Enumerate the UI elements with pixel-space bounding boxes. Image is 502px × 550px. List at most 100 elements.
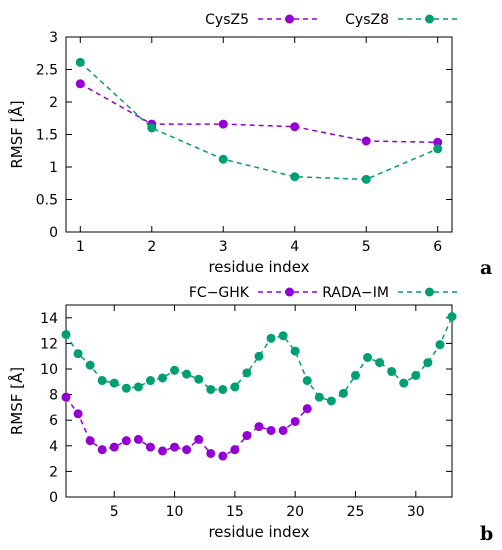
x-tick-label: 4 [290, 239, 299, 255]
data-point [75, 57, 85, 67]
series-line [79, 61, 438, 181]
x-tick-label: 20 [286, 504, 304, 520]
legend-label: FC−GHK [189, 285, 250, 301]
x-tick-label: 5 [362, 239, 371, 255]
chart-panel-b: 5 10 15 20 25 30 0 2 4 6 8 10 12 14 residue index RMSF … [7, 285, 493, 545]
y-tick-label: 0 [49, 490, 58, 506]
x-tick-label: 30 [407, 504, 425, 520]
legend-marker [285, 14, 294, 24]
data-point [145, 442, 155, 452]
series-cysz8 [75, 57, 443, 184]
series-fc-ghk [61, 392, 312, 461]
y-tick-label: 4 [49, 439, 58, 455]
data-point [75, 79, 85, 89]
data-point [338, 388, 348, 398]
y-tick-label: 8 [49, 388, 58, 404]
data-point [170, 442, 180, 452]
legend-entry: FC−GHK [189, 285, 321, 301]
data-point [433, 144, 443, 154]
legend-label: CysZ8 [345, 12, 389, 28]
data-point [133, 382, 143, 392]
y-tick-label: 10 [40, 362, 58, 378]
data-point [97, 376, 107, 386]
y-axis-label: RMSF [Å] [7, 367, 26, 435]
data-point [290, 122, 300, 132]
chart-panel-a: 1 2 3 4 5 6 0 0.5 1 1.5 2 2.5 3 residue index RMSF [Å]… [7, 12, 492, 279]
panel-letter: a [480, 257, 492, 279]
data-point [170, 365, 180, 375]
data-point [145, 376, 155, 386]
x-tick-label: 1 [76, 239, 85, 255]
data-point [61, 329, 71, 339]
series-rada-im [61, 312, 457, 406]
data-point [361, 174, 371, 184]
legend-entry: CysZ8 [345, 12, 461, 28]
legend-marker [285, 287, 294, 297]
data-point [361, 136, 371, 146]
data-point [218, 451, 228, 461]
data-point [242, 431, 252, 441]
data-point [278, 425, 288, 435]
data-point [194, 374, 204, 384]
data-point [375, 358, 385, 368]
legend-marker [425, 14, 434, 24]
x-tick-label: 2 [147, 239, 156, 255]
data-point [423, 358, 433, 368]
data-point [147, 123, 157, 133]
data-point [182, 369, 192, 379]
y-tick-label: 0 [49, 225, 58, 241]
series-cysz5 [75, 79, 443, 147]
data-point [73, 349, 83, 359]
data-point [61, 392, 71, 402]
data-point [290, 172, 300, 182]
x-axis-label: residue index [208, 258, 309, 276]
data-point [73, 409, 83, 419]
data-point [133, 434, 143, 444]
y-tick-label: 1.5 [36, 128, 58, 144]
data-point [85, 360, 95, 370]
y-tick-label: 12 [40, 336, 58, 352]
data-point [399, 378, 409, 388]
data-point [109, 442, 119, 452]
data-point [302, 404, 312, 414]
data-point [218, 119, 228, 129]
x-tick-label: 10 [166, 504, 184, 520]
y-tick-label: 1 [49, 160, 58, 176]
legend-entry: RADA−IM [322, 285, 461, 301]
y-tick-label: 2.5 [36, 63, 58, 79]
data-point [290, 416, 300, 426]
data-point [314, 392, 324, 402]
x-tick-label: 5 [110, 504, 119, 520]
y-tick-label: 14 [40, 311, 58, 327]
data-point [230, 382, 240, 392]
x-tick-label: 25 [347, 504, 365, 520]
legend-label: CysZ5 [205, 12, 249, 28]
x-axis-label: residue index [208, 523, 309, 541]
data-point [242, 368, 252, 378]
data-point [97, 445, 107, 455]
data-point [433, 137, 443, 147]
data-point [85, 436, 95, 446]
data-point [206, 448, 216, 458]
data-point [218, 154, 228, 164]
plot-frame [65, 304, 453, 498]
legend-label: RADA−IM [322, 285, 389, 301]
data-point [182, 445, 192, 455]
data-point [447, 312, 457, 322]
data-point [254, 422, 264, 432]
plot-frame [65, 36, 453, 233]
data-point [218, 384, 228, 394]
x-tick-label: 3 [219, 239, 228, 255]
panel-letter: b [480, 523, 493, 545]
data-point [266, 333, 276, 343]
data-point [230, 445, 240, 455]
data-point [351, 370, 360, 380]
legend-entry: CysZ5 [205, 12, 321, 28]
data-point [387, 367, 397, 377]
y-tick-label: 0.5 [36, 193, 58, 209]
data-point [121, 436, 131, 446]
legend-marker [425, 287, 434, 297]
data-point [435, 340, 445, 350]
series-line [79, 83, 438, 144]
data-point [266, 425, 276, 435]
